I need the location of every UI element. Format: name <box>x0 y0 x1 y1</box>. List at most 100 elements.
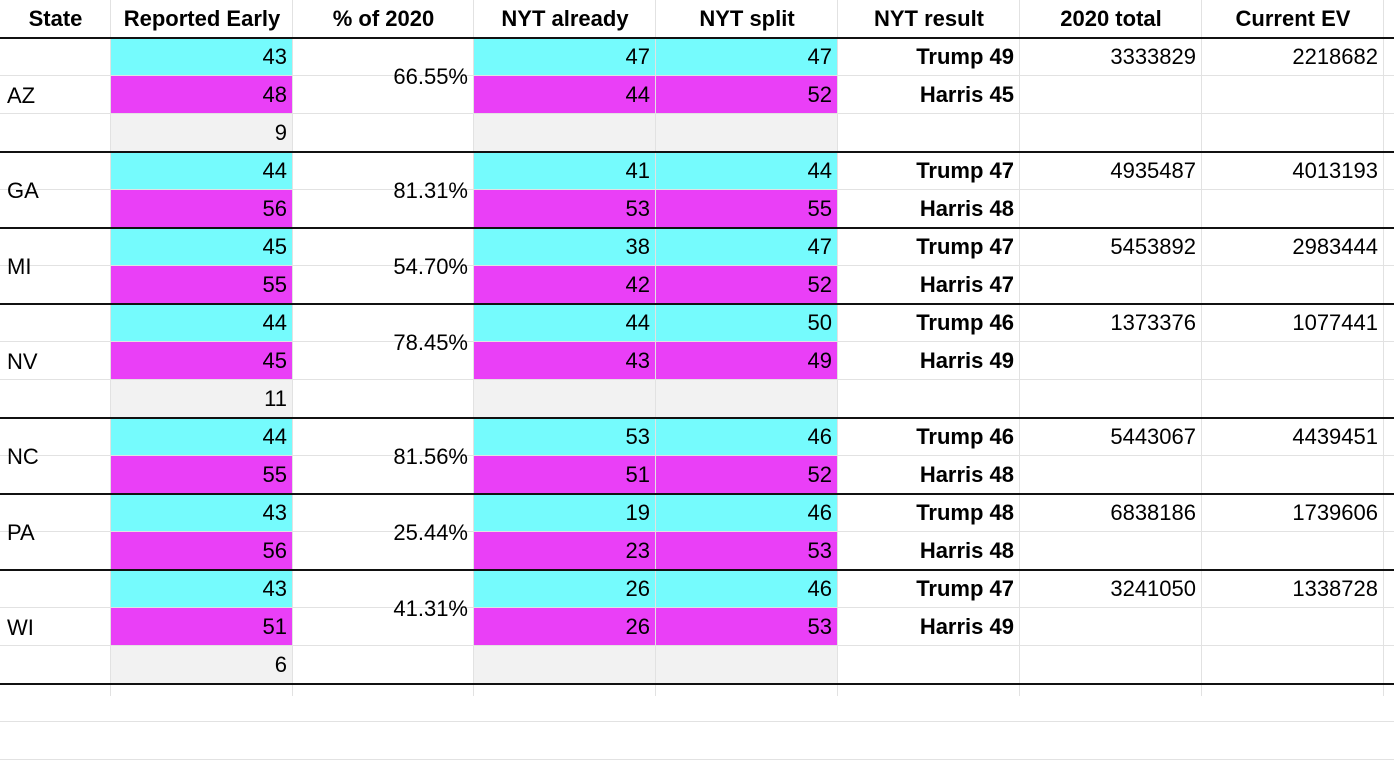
state-cell[interactable]: GA <box>7 178 39 203</box>
nyt-already-cell[interactable]: 38 <box>625 234 650 259</box>
nyt-split-cell[interactable]: 46 <box>807 424 832 449</box>
reported-early-cell[interactable]: 55 <box>262 462 287 487</box>
column-header[interactable]: Current EV <box>1235 6 1351 31</box>
reported-early-cell[interactable]: 56 <box>262 196 287 221</box>
reported-early-cell[interactable]: 43 <box>262 576 287 601</box>
nyt-already-cell[interactable]: 26 <box>625 576 650 601</box>
nyt-already-cell[interactable]: 19 <box>625 500 650 525</box>
pct-2020-cell[interactable]: 81.56% <box>393 444 468 469</box>
reported-early-cell[interactable]: 51 <box>262 614 287 639</box>
reported-early-cell[interactable]: 45 <box>262 348 287 373</box>
nyt-result-cell[interactable]: Trump 47 <box>916 234 1014 259</box>
pct-2020-cell[interactable]: 54.70% <box>393 254 468 279</box>
nyt-split-cell[interactable]: 50 <box>807 310 832 335</box>
state-cell[interactable]: PA <box>7 520 35 545</box>
nyt-already-cell[interactable]: 23 <box>625 538 650 563</box>
nyt-already-cell[interactable]: 51 <box>625 462 650 487</box>
current-ev-cell[interactable]: 4013193 <box>1292 158 1378 183</box>
reported-early-cell[interactable]: 43 <box>262 44 287 69</box>
nyt-split-cell[interactable]: 53 <box>807 538 832 563</box>
grid-row-line <box>0 531 1394 532</box>
pct-2020-cell[interactable]: 78.45% <box>393 330 468 355</box>
nyt-already-cell[interactable]: 47 <box>625 44 650 69</box>
nyt-result-cell[interactable]: Harris 49 <box>919 348 1014 373</box>
nyt-split-cell[interactable]: 52 <box>807 82 832 107</box>
column-header[interactable]: State <box>28 6 83 31</box>
reported-early-cell[interactable]: 44 <box>262 310 287 335</box>
reported-early-cell[interactable]: 44 <box>262 424 287 449</box>
current-ev-cell[interactable]: 2983444 <box>1292 234 1378 259</box>
cell-fill <box>474 608 838 646</box>
nyt-split-cell[interactable]: 53 <box>807 614 832 639</box>
nyt-already-cell[interactable]: 44 <box>625 82 650 107</box>
reported-early-cell[interactable]: 6 <box>274 652 287 677</box>
nyt-result-cell[interactable]: Trump 47 <box>916 576 1014 601</box>
reported-early-cell[interactable]: 44 <box>262 158 287 183</box>
nyt-result-cell[interactable]: Trump 46 <box>916 310 1014 335</box>
nyt-split-cell[interactable]: 49 <box>807 348 832 373</box>
nyt-split-cell[interactable]: 52 <box>807 272 832 297</box>
nyt-result-cell[interactable]: Harris 47 <box>919 272 1014 297</box>
nyt-already-cell[interactable]: 26 <box>625 614 650 639</box>
column-header[interactable]: NYT already <box>501 6 629 31</box>
current-ev-cell[interactable]: 1739606 <box>1292 500 1378 525</box>
total-2020-cell[interactable]: 5443067 <box>1110 424 1196 449</box>
nyt-already-cell[interactable]: 42 <box>625 272 650 297</box>
nyt-result-cell[interactable]: Trump 49 <box>916 44 1014 69</box>
nyt-result-cell[interactable]: Trump 47 <box>916 158 1014 183</box>
total-2020-cell[interactable]: 4935487 <box>1110 158 1196 183</box>
nyt-already-cell[interactable]: 53 <box>625 424 650 449</box>
column-header[interactable]: % of 2020 <box>332 6 435 31</box>
reported-early-cell[interactable]: 56 <box>262 538 287 563</box>
nyt-result-cell[interactable]: Harris 48 <box>919 462 1014 487</box>
nyt-result-cell[interactable]: Harris 49 <box>919 614 1014 639</box>
nyt-already-cell[interactable]: 44 <box>625 310 650 335</box>
nyt-split-cell[interactable]: 47 <box>807 44 832 69</box>
reported-early-cell[interactable]: 43 <box>262 500 287 525</box>
current-ev-cell[interactable]: 2218682 <box>1292 44 1378 69</box>
total-2020-cell[interactable]: 1373376 <box>1110 310 1196 335</box>
total-2020-cell[interactable]: 3333829 <box>1110 44 1196 69</box>
cell-fill <box>111 380 293 418</box>
column-header[interactable]: 2020 total <box>1060 6 1162 31</box>
pct-2020-cell[interactable]: 41.31% <box>393 596 468 621</box>
nyt-result-cell[interactable]: Harris 48 <box>919 196 1014 221</box>
current-ev-cell[interactable]: 4439451 <box>1292 424 1378 449</box>
nyt-split-cell[interactable]: 47 <box>807 234 832 259</box>
nyt-already-cell[interactable]: 43 <box>625 348 650 373</box>
nyt-split-cell[interactable]: 55 <box>807 196 832 221</box>
nyt-split-cell[interactable]: 52 <box>807 462 832 487</box>
reported-early-cell[interactable]: 9 <box>274 120 287 145</box>
column-header[interactable]: Reported Early <box>123 6 281 31</box>
nyt-split-cell[interactable]: 46 <box>807 576 832 601</box>
reported-early-cell[interactable]: 45 <box>262 234 287 259</box>
grid-col-line <box>473 0 474 696</box>
pct-2020-cell[interactable]: 66.55% <box>393 64 468 89</box>
pct-2020-cell[interactable]: 81.31% <box>393 178 468 203</box>
nyt-result-cell[interactable]: Harris 48 <box>919 538 1014 563</box>
reported-early-cell[interactable]: 48 <box>262 82 287 107</box>
nyt-split-cell[interactable]: 44 <box>807 158 832 183</box>
state-cell[interactable]: NC <box>7 444 39 469</box>
reported-early-cell[interactable]: 11 <box>264 386 287 411</box>
nyt-split-cell[interactable]: 46 <box>807 500 832 525</box>
total-2020-cell[interactable]: 6838186 <box>1110 500 1196 525</box>
column-header[interactable]: NYT result <box>873 6 985 31</box>
nyt-result-cell[interactable]: Harris 45 <box>919 82 1014 107</box>
pct-2020-cell[interactable]: 25.44% <box>393 520 468 545</box>
reported-early-cell[interactable]: 55 <box>262 272 287 297</box>
nyt-already-cell[interactable]: 53 <box>625 196 650 221</box>
nyt-already-cell[interactable]: 41 <box>625 158 650 183</box>
total-2020-cell[interactable]: 3241050 <box>1110 576 1196 601</box>
state-cell[interactable]: NV <box>7 349 38 374</box>
current-ev-cell[interactable]: 1338728 <box>1292 576 1378 601</box>
column-header[interactable]: NYT split <box>699 6 795 31</box>
total-2020-cell[interactable]: 5453892 <box>1110 234 1196 259</box>
state-cell[interactable]: WI <box>7 615 34 640</box>
grid-col-line <box>1383 0 1384 696</box>
nyt-result-cell[interactable]: Trump 48 <box>916 500 1014 525</box>
state-cell[interactable]: MI <box>7 254 32 279</box>
current-ev-cell[interactable]: 1077441 <box>1292 310 1378 335</box>
state-cell[interactable]: AZ <box>7 83 36 108</box>
nyt-result-cell[interactable]: Trump 46 <box>916 424 1014 449</box>
